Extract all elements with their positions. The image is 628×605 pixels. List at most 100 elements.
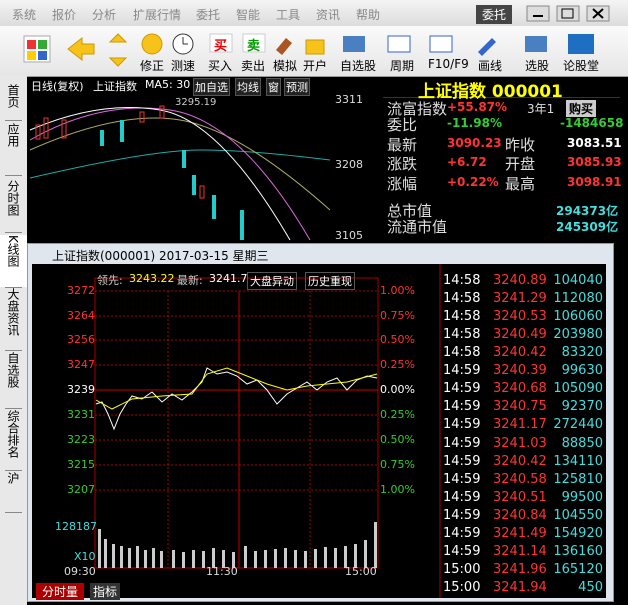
quote-value: +0.22%	[447, 175, 499, 189]
tick-time: 14:58	[443, 327, 481, 343]
toolbar-icons[interactable]	[23, 33, 594, 67]
side-tab[interactable]: 自选股	[5, 352, 22, 409]
tick-time: 14:58	[443, 309, 481, 325]
menu-item[interactable]: 资讯	[316, 8, 341, 22]
menu-item[interactable]: 工具	[276, 8, 301, 22]
toolbar-label[interactable]: 测速	[171, 59, 196, 73]
toolbar-label[interactable]: F10/F9	[428, 57, 469, 71]
time-label: 11:30	[206, 565, 238, 578]
tick-time: 14:58	[443, 273, 481, 288]
side-bar	[0, 76, 27, 605]
kline-header[interactable]: 加自选	[193, 78, 230, 96]
tick-time: 14:58	[443, 345, 481, 361]
side-tab[interactable]: 首页	[5, 84, 22, 121]
menu-button[interactable]: 委托	[476, 5, 513, 24]
toolbar-label[interactable]: 买入	[208, 59, 233, 73]
price-tick: 3231	[67, 408, 95, 421]
price-tick: 3272	[67, 284, 95, 297]
toolbar-label[interactable]: 画线	[478, 59, 503, 73]
tick-time: 14:59	[443, 525, 481, 541]
tick-volume: 104550	[553, 507, 603, 523]
toolbar-label[interactable]: 周期	[390, 59, 415, 73]
price-tick: 3223	[67, 433, 95, 446]
header-button[interactable]: 大盘异动	[247, 272, 297, 290]
tick-time: 15:00	[443, 561, 481, 577]
quote-value[interactable]: 购买	[566, 100, 597, 117]
menu-item[interactable]: 智能	[236, 8, 261, 22]
pct-tick: 0.25%	[380, 358, 415, 371]
tick-price: 3240.42	[493, 453, 547, 469]
tick-price: 3240.75	[493, 399, 547, 415]
tick-volume: 92370	[561, 399, 603, 415]
pct-tick: 0.50%	[380, 333, 415, 346]
quote-value: 3098.91	[567, 175, 622, 189]
tick-price: 3240.68	[493, 381, 547, 397]
side-tab[interactable]: 分时图	[5, 180, 22, 233]
bottom-tab[interactable]: 分时量	[36, 583, 85, 600]
kline-header: 日线(复权)	[31, 80, 84, 93]
tick-price: 3241.29	[493, 291, 547, 307]
toolbar-label[interactable]: 开户	[303, 59, 328, 73]
tick-volume: 136160	[553, 543, 603, 559]
kline-header[interactable]: 窗	[266, 78, 281, 96]
tick-volume: 83320	[561, 345, 603, 361]
pct-tick: 0.75%	[380, 309, 415, 322]
quote-label: 涨跌	[387, 155, 418, 173]
tick-price: 3240.51	[493, 489, 547, 505]
toolbar-icon-text[interactable]: 卖	[247, 39, 261, 54]
tick-volume: 165120	[553, 561, 603, 577]
tick-price: 3240.49	[493, 327, 547, 343]
kline-header: MA5: 30	[145, 78, 191, 91]
side-tab[interactable]: K线图	[5, 235, 22, 288]
header-value: 3241.7	[209, 272, 248, 285]
intraday-chart	[94, 264, 441, 598]
toolbar-icon-text[interactable]: 买	[214, 39, 228, 54]
quote-value: 245309亿	[556, 220, 619, 234]
side-tab[interactable]: 沪	[5, 472, 22, 513]
toolbar-label[interactable]: 论股堂	[563, 59, 600, 73]
bottom-tab[interactable]: 指标	[90, 583, 121, 600]
header-value: 3243.22	[129, 272, 175, 285]
popup-body	[32, 264, 606, 598]
toolbar-label[interactable]: 修正	[140, 59, 165, 73]
kline-header[interactable]: 预测	[284, 78, 310, 96]
menu-item[interactable]: 帮助	[356, 8, 381, 22]
tick-price: 3241.03	[493, 435, 547, 451]
active-tab	[0, 235, 27, 287]
side-tab[interactable]: 综合排名	[5, 410, 22, 471]
tick-volume: 154920	[553, 525, 603, 541]
tick-time: 14:59	[443, 453, 481, 469]
toolbar-label[interactable]: 选股	[525, 59, 550, 73]
tick-price: 3241.94	[493, 580, 547, 596]
price-tick: 3256	[67, 333, 95, 346]
quote-value: 3083.51	[567, 136, 622, 150]
kline-decor	[29, 105, 331, 241]
window-buttons[interactable]	[526, 5, 610, 22]
side-tab[interactable]: 大盘资讯	[5, 288, 22, 351]
menu-item[interactable]: 扩展行情	[133, 8, 182, 22]
header-label: 领先:	[97, 274, 123, 287]
tick-time: 15:00	[443, 580, 481, 596]
menu-item[interactable]: 系统	[12, 8, 37, 22]
quote-label: 总市值	[387, 202, 433, 220]
toolbar-label[interactable]: 自选股	[340, 59, 377, 73]
tick-volume: 88850	[561, 435, 603, 451]
tick-price: 3240.42	[493, 345, 547, 361]
menu-item[interactable]: 分析	[92, 8, 117, 22]
menu-item[interactable]: 报价	[52, 8, 77, 22]
side-tab[interactable]: 应用	[5, 123, 22, 176]
quote-value: -11.98%	[447, 116, 502, 130]
quote-title: 上证指数 000001	[418, 82, 563, 102]
toolbar-label[interactable]: 模拟	[273, 59, 298, 73]
quote-value: 3090.23	[447, 136, 502, 150]
divider	[383, 97, 620, 98]
tick-time: 14:59	[443, 489, 481, 505]
tick-price: 3240.84	[493, 507, 547, 523]
volume-decor	[98, 522, 377, 568]
menu-item[interactable]: 委托	[196, 8, 221, 22]
pct-tick: 0.75%	[380, 458, 415, 471]
toolbar-label[interactable]: 卖出	[241, 59, 266, 73]
tick-volume: 112080	[553, 291, 603, 307]
header-button[interactable]: 历史重现	[305, 272, 355, 290]
kline-header[interactable]: 均线	[235, 78, 261, 96]
